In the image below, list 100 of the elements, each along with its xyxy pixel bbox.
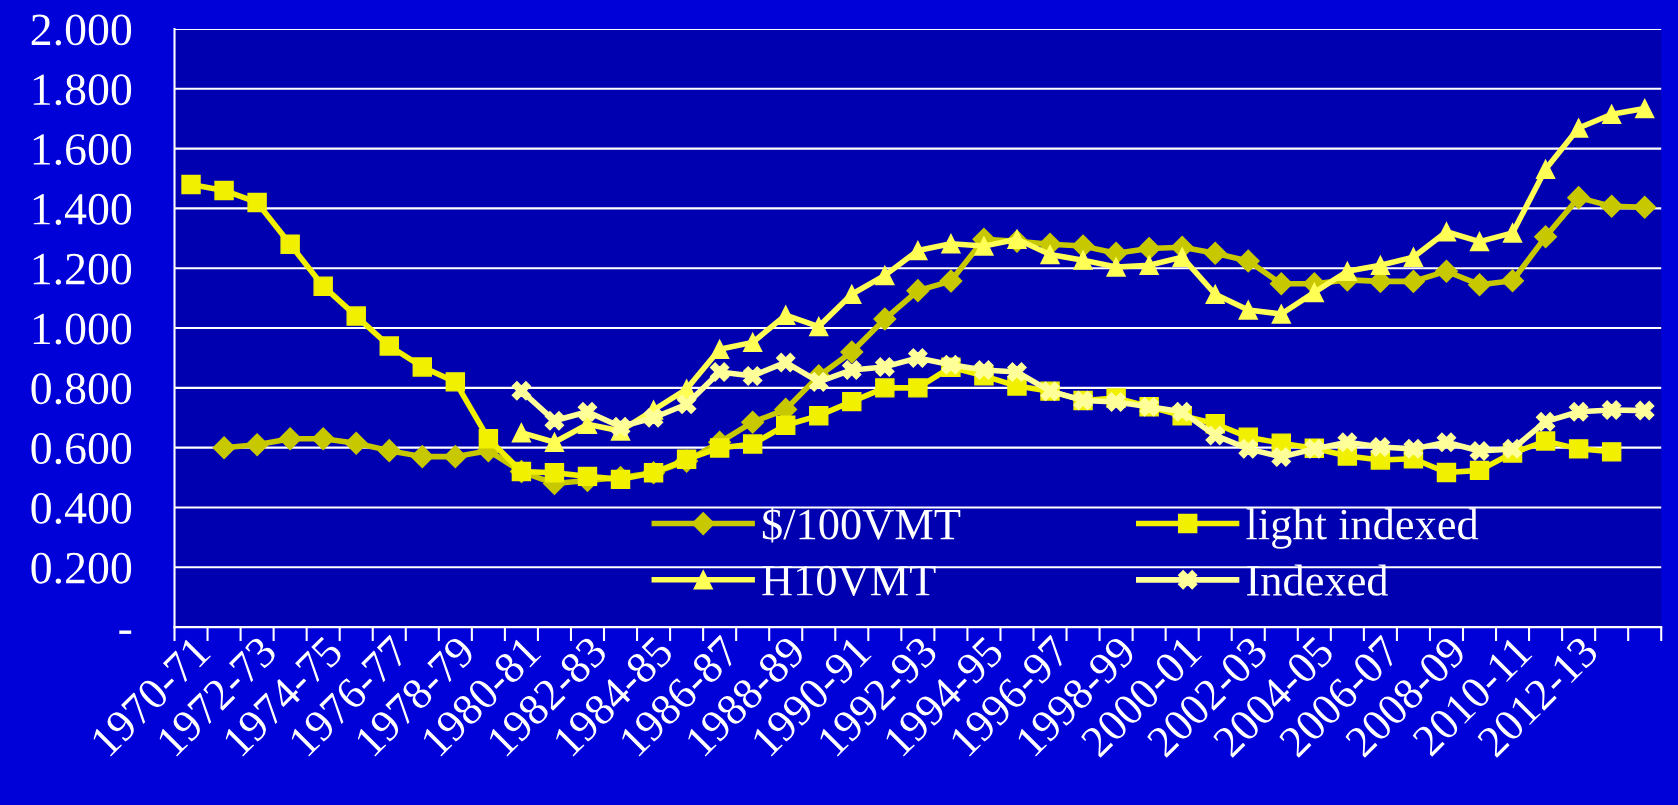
point	[544, 432, 565, 453]
point	[313, 276, 333, 296]
point	[840, 340, 864, 364]
point	[775, 415, 796, 435]
point	[1271, 447, 1292, 467]
point	[809, 372, 829, 392]
point	[214, 180, 234, 201]
point	[676, 394, 697, 415]
point	[1535, 411, 1556, 432]
point	[809, 405, 829, 426]
point	[1469, 460, 1490, 481]
point	[775, 305, 796, 325]
point	[1203, 241, 1227, 265]
point	[974, 360, 994, 380]
point	[875, 378, 895, 398]
point	[939, 269, 963, 293]
point	[1337, 432, 1358, 453]
point	[1139, 255, 1159, 275]
point	[1634, 98, 1655, 119]
point	[709, 438, 730, 458]
point	[1436, 462, 1457, 483]
point	[478, 428, 499, 449]
point	[410, 445, 434, 469]
point	[1501, 269, 1525, 293]
point	[1436, 222, 1457, 242]
y-tick-label: 1.800	[33, 74, 132, 106]
point	[1236, 249, 1260, 273]
point	[1370, 437, 1391, 457]
point	[445, 372, 466, 392]
point	[1403, 247, 1424, 267]
point	[247, 192, 267, 213]
point	[1600, 194, 1624, 218]
y-tick-label: -	[119, 630, 132, 634]
point	[1568, 439, 1589, 459]
point	[741, 410, 765, 434]
point	[1567, 186, 1591, 210]
point	[842, 360, 862, 380]
point	[1535, 159, 1556, 179]
point	[1601, 104, 1622, 124]
point	[1568, 118, 1589, 138]
point	[577, 466, 598, 487]
point	[1106, 257, 1126, 277]
point	[212, 436, 236, 460]
point	[742, 366, 763, 386]
y-tick-label: 1.400	[33, 193, 132, 225]
y-tick-label: 1.200	[33, 253, 132, 285]
point	[280, 234, 300, 255]
point	[1601, 400, 1622, 420]
point	[1040, 244, 1060, 265]
legend-label: Indexed	[1247, 564, 1389, 596]
point	[1568, 402, 1589, 422]
point	[346, 306, 366, 326]
point	[1238, 300, 1258, 320]
point	[344, 431, 368, 455]
point	[412, 357, 433, 377]
point	[1073, 250, 1093, 270]
point	[1337, 261, 1358, 281]
point	[577, 402, 598, 422]
y-tick-label: 1.000	[33, 313, 132, 345]
y-tick-label: 0.600	[31, 433, 132, 465]
point	[181, 174, 201, 195]
point	[1468, 273, 1492, 297]
point	[544, 463, 565, 483]
point	[974, 236, 994, 256]
point	[379, 336, 399, 356]
point	[1271, 304, 1292, 324]
point	[544, 411, 565, 431]
point	[443, 445, 467, 469]
y-tick-label: 2.000	[31, 14, 132, 46]
point	[908, 378, 928, 398]
point	[775, 352, 796, 373]
point	[1634, 400, 1655, 421]
point	[1534, 225, 1558, 249]
point	[1434, 259, 1458, 283]
point	[875, 265, 895, 286]
point	[1401, 269, 1425, 293]
point	[1007, 362, 1027, 382]
point	[875, 357, 895, 377]
point	[511, 381, 532, 401]
point	[873, 307, 897, 331]
y-tick-label: 0.800	[31, 373, 132, 405]
y-tick-label: 1.600	[33, 134, 132, 166]
point	[809, 316, 829, 337]
point	[1269, 272, 1293, 296]
point	[908, 240, 928, 261]
legend-label: $/100VMT	[762, 506, 961, 543]
y-tick-label: 0.200	[31, 552, 132, 584]
point	[643, 408, 664, 428]
y-tick-label: 0.400	[31, 492, 132, 525]
point	[1633, 195, 1657, 219]
point	[1205, 425, 1225, 446]
point	[245, 433, 269, 457]
point	[742, 332, 763, 353]
point	[842, 284, 862, 304]
point	[742, 434, 763, 454]
point	[842, 391, 862, 412]
point	[1304, 282, 1325, 303]
point	[1469, 231, 1490, 252]
point	[1601, 442, 1622, 462]
point	[1370, 255, 1391, 275]
